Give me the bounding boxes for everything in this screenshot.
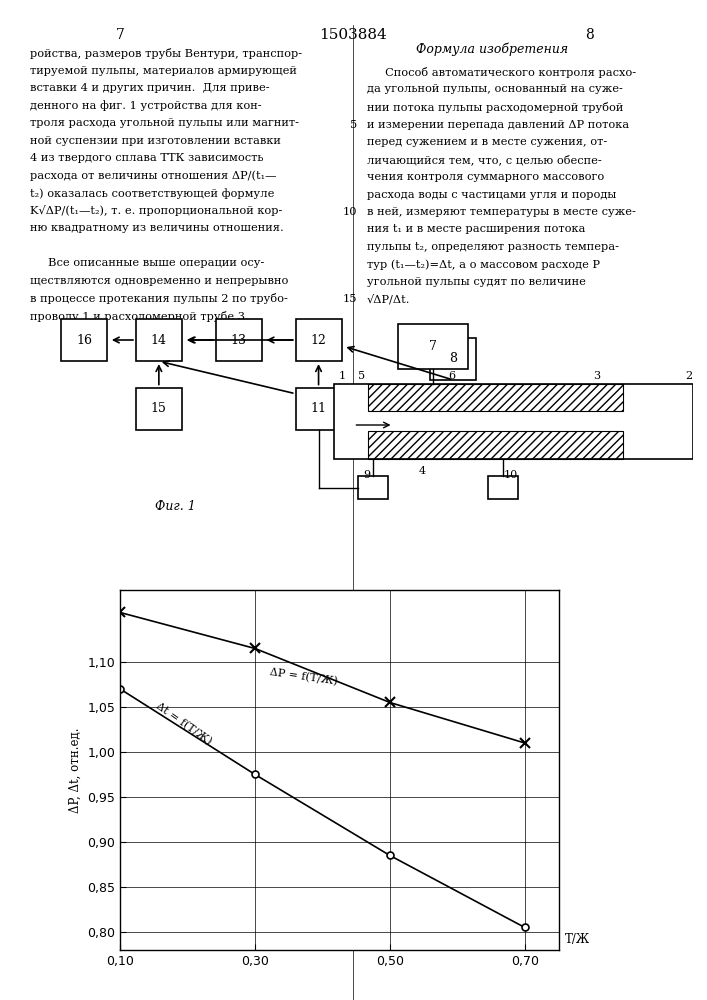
Bar — [334, 384, 693, 459]
Text: 1: 1 — [339, 371, 346, 381]
Text: t₂) оказалась соответствующей формуле: t₂) оказалась соответствующей формуле — [30, 188, 274, 199]
Bar — [368, 431, 623, 459]
Text: ΔP = f(Т/Ж): ΔP = f(Т/Ж) — [269, 667, 338, 686]
Text: ройства, размеров трубы Вентури, транспор-: ройства, размеров трубы Вентури, транспо… — [30, 48, 302, 59]
Text: ществляются одновременно и непрерывно: ществляются одновременно и непрерывно — [30, 275, 288, 286]
Text: 16: 16 — [76, 334, 92, 347]
Text: 10: 10 — [342, 207, 357, 217]
Text: 13: 13 — [230, 334, 247, 347]
Text: Δt = f(Т/Ж): Δt = f(Т/Ж) — [154, 701, 214, 747]
Text: Т/Ж: Т/Ж — [566, 932, 590, 946]
Bar — [216, 319, 262, 361]
Text: 10: 10 — [503, 470, 518, 480]
Text: тируемой пульпы, материалов армирующей: тируемой пульпы, материалов армирующей — [30, 66, 297, 76]
Text: троля расхода угольной пульпы или магнит-: троля расхода угольной пульпы или магнит… — [30, 118, 299, 128]
Text: 2: 2 — [685, 371, 692, 381]
Text: ной суспензии при изготовлении вставки: ной суспензии при изготовлении вставки — [30, 135, 281, 145]
Text: 5: 5 — [358, 371, 366, 381]
Text: K√ΔP/(t₁—t₂), т. е. пропорциональной кор-: K√ΔP/(t₁—t₂), т. е. пропорциональной кор… — [30, 206, 282, 217]
Text: ню квадратному из величины отношения.: ню квадратному из величины отношения. — [30, 223, 284, 233]
Text: 8: 8 — [585, 28, 595, 42]
Text: 15: 15 — [342, 294, 357, 304]
Y-axis label: ΔP, Δt, отн.ед.: ΔP, Δt, отн.ед. — [69, 727, 82, 813]
Text: расхода от величины отношения ΔP/(t₁—: расхода от величины отношения ΔP/(t₁— — [30, 170, 276, 181]
Text: 15: 15 — [151, 402, 167, 415]
Text: 5: 5 — [350, 119, 357, 129]
Text: и измерении перепада давлений ΔP потока: и измерении перепада давлений ΔP потока — [367, 119, 629, 129]
Text: угольной пульпы судят по величине: угольной пульпы судят по величине — [367, 277, 586, 287]
Text: чения контроля суммарного массового: чения контроля суммарного массового — [367, 172, 604, 182]
Text: 8: 8 — [450, 352, 457, 365]
Bar — [489, 476, 518, 499]
Text: расхода воды с частицами угля и породы: расхода воды с частицами угля и породы — [367, 190, 617, 200]
Text: да угольной пульпы, основанный на суже-: да угольной пульпы, основанный на суже- — [367, 85, 623, 95]
Text: денного на фиг. 1 устройства для кон-: денного на фиг. 1 устройства для кон- — [30, 101, 262, 111]
Text: 12: 12 — [310, 334, 327, 347]
Text: Фиг. 1: Фиг. 1 — [155, 500, 195, 513]
Text: тур (t₁—t₂)=Δt, а о массовом расходе P: тур (t₁—t₂)=Δt, а о массовом расходе P — [367, 259, 600, 270]
Text: ния t₁ и в месте расширения потока: ния t₁ и в месте расширения потока — [367, 225, 585, 234]
Bar — [368, 384, 623, 411]
Text: личающийся тем, что, с целью обеспе-: личающийся тем, что, с целью обеспе- — [367, 154, 602, 165]
Bar — [136, 387, 182, 430]
Text: проводу 1 и расходомерной трубе 3.: проводу 1 и расходомерной трубе 3. — [30, 310, 249, 322]
Text: 14: 14 — [151, 334, 167, 347]
Text: √ΔP/Δt.: √ΔP/Δt. — [367, 294, 411, 305]
Text: 7: 7 — [115, 28, 124, 42]
Text: нии потока пульпы расходомерной трубой: нии потока пульпы расходомерной трубой — [367, 102, 624, 113]
Text: 6: 6 — [448, 371, 455, 381]
Text: 9: 9 — [363, 470, 370, 480]
Bar — [358, 476, 388, 499]
Bar — [296, 319, 341, 361]
Text: перед сужением и в месте сужения, от-: перед сужением и в месте сужения, от- — [367, 137, 607, 147]
Text: 4: 4 — [419, 466, 426, 476]
Text: в процессе протекания пульпы 2 по трубо-: в процессе протекания пульпы 2 по трубо- — [30, 293, 288, 304]
Bar — [431, 338, 477, 380]
Bar — [296, 387, 341, 430]
Text: пульпы t₂, определяют разность темпера-: пульпы t₂, определяют разность темпера- — [367, 242, 619, 252]
Bar — [61, 319, 107, 361]
Text: 1503884: 1503884 — [319, 28, 387, 42]
Text: Способ автоматического контроля расхо-: Способ автоматического контроля расхо- — [367, 67, 636, 78]
Bar — [136, 319, 182, 361]
Text: Фиг. 2: Фиг. 2 — [332, 920, 373, 933]
Text: 4 из твердого сплава ТТК зависимость: 4 из твердого сплава ТТК зависимость — [30, 153, 264, 163]
Text: Формула изобретения: Формула изобретения — [416, 42, 568, 55]
Text: в ней, измеряют температуры в месте суже-: в ней, измеряют температуры в месте суже… — [367, 207, 636, 217]
Bar — [399, 324, 468, 369]
Text: 7: 7 — [429, 340, 438, 353]
Text: Все описанные выше операции осу-: Все описанные выше операции осу- — [30, 258, 264, 268]
Text: 3: 3 — [593, 371, 600, 381]
Text: вставки 4 и других причин.  Для приве-: вставки 4 и других причин. Для приве- — [30, 83, 269, 93]
Text: 11: 11 — [310, 402, 327, 415]
